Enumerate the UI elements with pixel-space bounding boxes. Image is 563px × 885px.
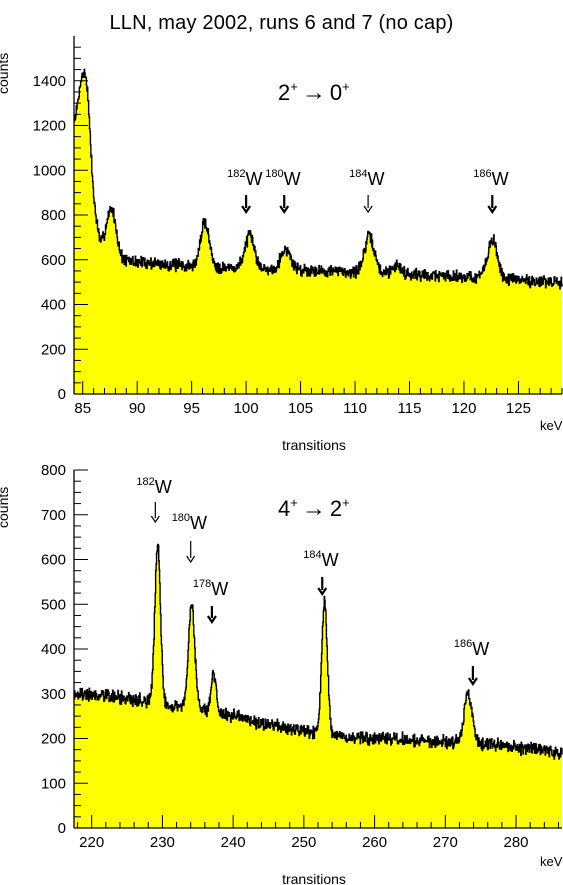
- x-tick-label: 85: [74, 400, 91, 417]
- x-unit-label: keV: [540, 418, 563, 433]
- chart-panel-1: 0 200 400 600 800 1000 1200 1400 85 90 95 100 105 110…: [0, 36, 563, 453]
- x-axis-title: transitions: [282, 871, 346, 885]
- x-tick-label: 220: [79, 834, 104, 851]
- x-tick-label: 95: [183, 400, 200, 417]
- y-tick-label: 700: [41, 507, 66, 524]
- peak-label-186W: 186W: [473, 168, 508, 189]
- x-tick-label: 105: [288, 400, 313, 417]
- x-tick-label: 230: [150, 834, 175, 851]
- y-tick-label: 400: [41, 641, 66, 658]
- peak-arrow-head: [206, 615, 217, 624]
- peak-arrow-head: [467, 677, 478, 686]
- peak-arrow-head: [363, 205, 373, 214]
- x-tick-label: 120: [451, 400, 476, 417]
- peak-arrow-head: [279, 205, 290, 214]
- page-title: LLN, may 2002, runs 6 and 7 (no cap): [109, 12, 454, 34]
- spectrum-fill: [74, 69, 562, 394]
- peak-label-182W: 182W: [227, 168, 262, 189]
- peak-label-178W: 178W: [193, 578, 228, 599]
- y-tick-label: 1400: [33, 73, 66, 90]
- x-tick-label: 115: [398, 400, 422, 417]
- x-tick-label: 125: [506, 400, 531, 417]
- y-tick-label: 800: [41, 462, 66, 479]
- x-tick-label: 260: [362, 834, 387, 851]
- y-tick-label: 200: [41, 731, 66, 748]
- y-tick-label: 600: [41, 252, 66, 269]
- x-tick-label: 240: [221, 834, 246, 851]
- peak-label-184W: 184W: [303, 549, 338, 570]
- y-tick-label: 0: [58, 386, 66, 403]
- peak-arrow-head: [317, 587, 328, 596]
- spectrum-fill: [74, 544, 562, 828]
- peak-arrow-head: [487, 205, 498, 214]
- transition-label: 4+ → 2+: [278, 495, 350, 522]
- y-axis-title: counts: [0, 487, 11, 528]
- y-tick-label: 0: [58, 820, 66, 837]
- x-axis-title: transitions: [282, 437, 346, 453]
- x-tick-label: 110: [343, 400, 367, 417]
- x-tick-label: 270: [433, 834, 458, 851]
- peak-label-184W: 184W: [349, 168, 384, 189]
- y-tick-label: 200: [41, 341, 66, 358]
- spectrum-line: [73, 543, 563, 760]
- y-tick-label: 600: [41, 552, 66, 569]
- y-tick-label: 500: [41, 596, 66, 613]
- y-tick-label: 300: [41, 686, 66, 703]
- peak-label-182W: 182W: [136, 476, 171, 497]
- peak-label-180W: 180W: [265, 168, 300, 189]
- x-tick-label: 100: [234, 400, 259, 417]
- y-tick-label: 100: [41, 775, 66, 792]
- spectrum-line: [73, 68, 563, 290]
- peak-arrow-head: [186, 555, 196, 564]
- transition-label: 2+ → 0+: [278, 79, 350, 106]
- x-unit-label: keV: [540, 854, 563, 869]
- y-tick-label: 1000: [33, 162, 66, 179]
- chart-panel-2: 0 100 200 300 400 500 600 700 800 220 230 240 250 260…: [0, 462, 563, 885]
- peak-arrow-head: [150, 515, 160, 524]
- y-tick-label: 800: [41, 207, 66, 224]
- peak-label-186W: 186W: [454, 638, 489, 659]
- y-axis-title: counts: [0, 53, 11, 94]
- x-tick-label: 280: [504, 834, 529, 851]
- peak-label-180W: 180W: [172, 512, 207, 533]
- peak-arrow-head: [241, 205, 252, 214]
- y-tick-label: 400: [41, 297, 66, 314]
- x-tick-label: 90: [129, 400, 146, 417]
- x-tick-label: 250: [291, 834, 316, 851]
- y-tick-label: 1200: [33, 118, 66, 135]
